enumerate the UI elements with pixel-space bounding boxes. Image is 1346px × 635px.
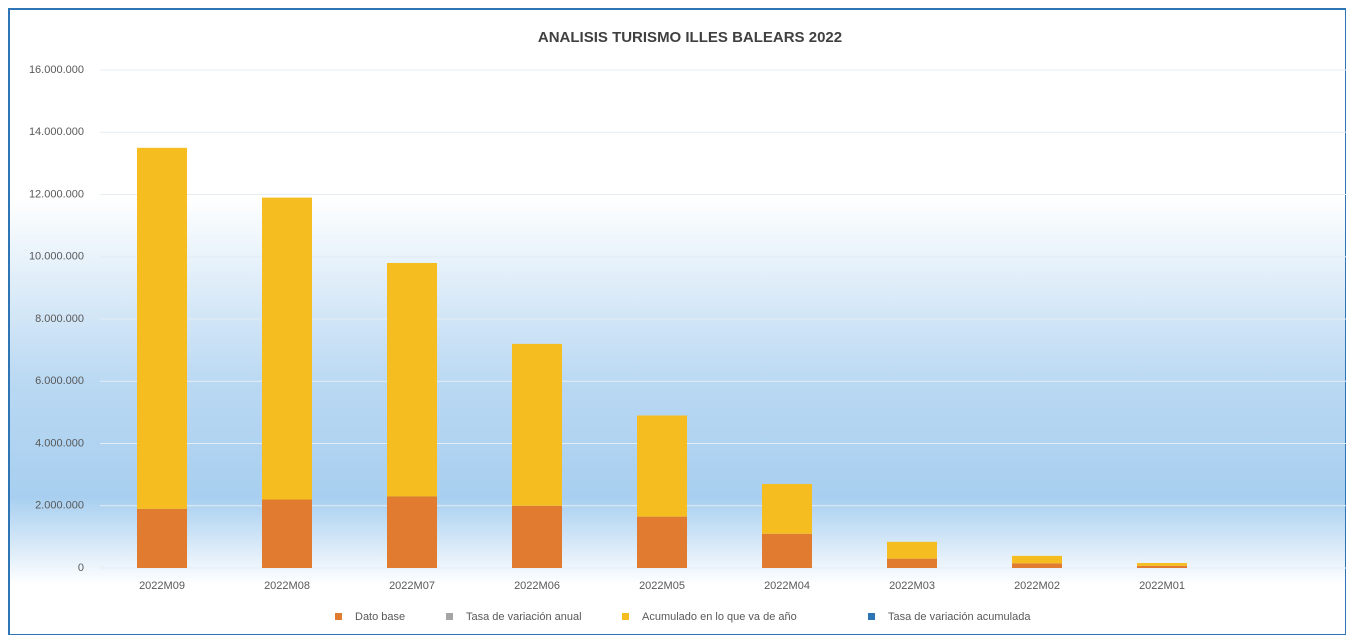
bar-segment [762, 483, 812, 534]
bar-segment [387, 496, 437, 568]
bar-segment [262, 197, 312, 500]
bar-segment [887, 558, 937, 568]
chart-title: ANALISIS TURISMO ILLES BALEARS 2022 [538, 29, 842, 46]
x-tick-label: 2022M07 [389, 580, 435, 592]
bar-segment [262, 499, 312, 568]
x-tick-label: 2022M04 [764, 580, 810, 592]
x-tick-label: 2022M02 [1014, 580, 1060, 592]
legend-marker [335, 613, 342, 620]
y-tick-label: 0 [78, 562, 84, 574]
bar-segment [387, 262, 437, 497]
y-tick-label: 6.000.000 [35, 375, 84, 387]
bar-segment [1012, 555, 1062, 564]
bar-segment [1137, 565, 1187, 568]
bar-segment [137, 508, 187, 568]
bar-segment [637, 415, 687, 517]
legend-marker [446, 613, 453, 620]
y-tick-label: 4.000.000 [35, 437, 84, 449]
x-tick-label: 2022M03 [889, 580, 935, 592]
y-tick-label: 8.000.000 [35, 313, 84, 325]
x-tick-label: 2022M06 [514, 580, 560, 592]
bar-segment [762, 533, 812, 568]
y-tick-label: 14.000.000 [29, 126, 84, 138]
bar-segment [512, 343, 562, 506]
bar-segment [137, 147, 187, 509]
bar-segment [1012, 563, 1062, 568]
bar-segment [637, 516, 687, 568]
x-tick-label: 2022M09 [139, 580, 185, 592]
legend-marker [622, 613, 629, 620]
y-tick-label: 16.000.000 [29, 64, 84, 76]
x-tick-label: 2022M08 [264, 580, 310, 592]
legend-label: Tasa de variación acumulada [888, 611, 1031, 623]
legend-marker [868, 613, 875, 620]
x-tick-label: 2022M05 [639, 580, 685, 592]
y-tick-label: 10.000.000 [29, 251, 84, 263]
legend-label: Tasa de variación anual [466, 611, 582, 623]
y-tick-label: 12.000.000 [29, 188, 84, 200]
bar-segment [1137, 563, 1187, 566]
legend-label: Acumulado en lo que va de año [642, 611, 797, 623]
legend-label: Dato base [355, 611, 405, 623]
y-tick-label: 2.000.000 [35, 500, 84, 512]
bar-segment [887, 541, 937, 559]
bar-segment [512, 505, 562, 568]
x-tick-label: 2022M01 [1139, 580, 1185, 592]
